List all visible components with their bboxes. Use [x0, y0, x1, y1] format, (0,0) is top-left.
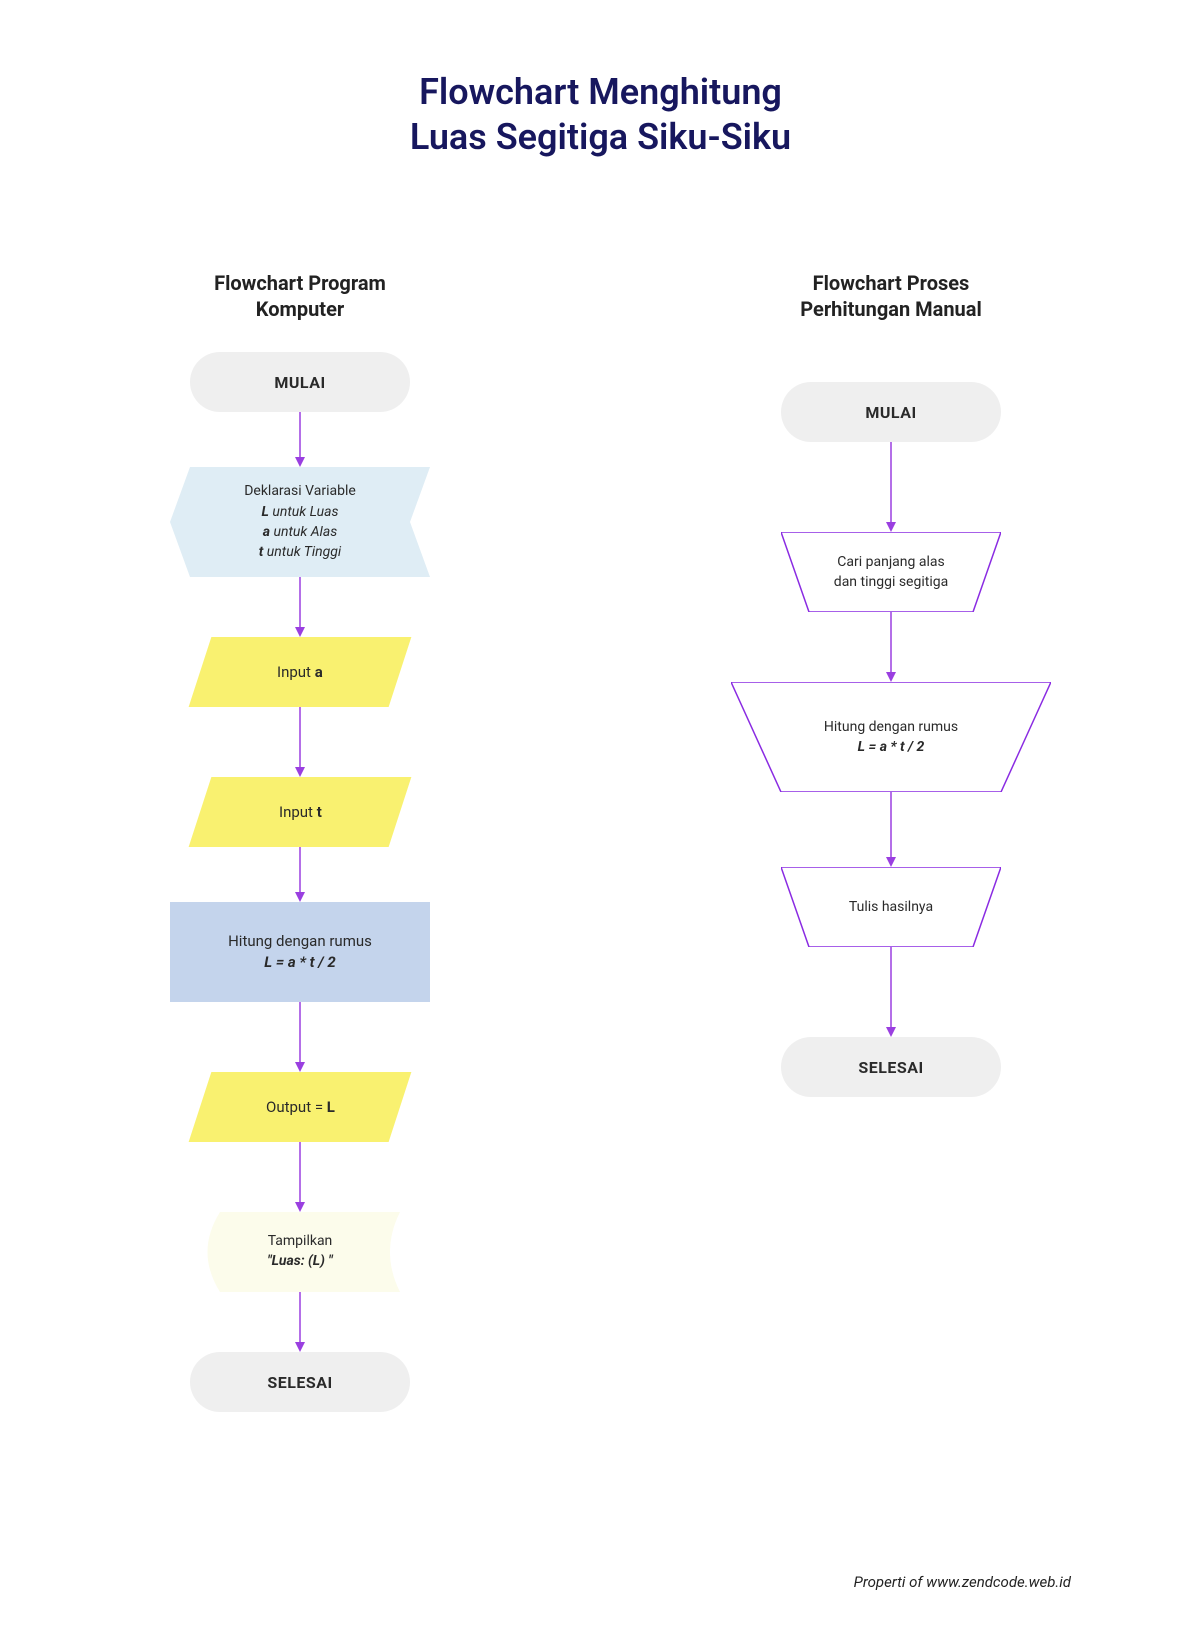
display-line2: "Luas: (L) ": [267, 1252, 332, 1272]
compute-node: Hitung dengan rumus L = a * t / 2: [170, 902, 430, 1002]
step3-text: Tulis hasilnya: [781, 867, 1001, 947]
left-heading-line1: Flowchart Program: [214, 271, 386, 295]
right-column: Flowchart Proses Perhitungan Manual MULA…: [721, 270, 1061, 1412]
input-a-node: Input a: [189, 637, 412, 707]
display-text: Tampilkan "Luas: (L) ": [200, 1212, 400, 1292]
compute-line1: Hitung dengan rumus: [228, 931, 372, 952]
step3-node: Tulis hasilnya: [781, 867, 1001, 947]
right-heading-line2: Perhitungan Manual: [800, 297, 982, 321]
start-label: MULAI: [865, 403, 916, 422]
end-node: SELESAI: [190, 1352, 410, 1412]
arrow: [884, 612, 898, 682]
step3-label: Tulis hasilnya: [849, 897, 933, 917]
input-t-text: Input t: [279, 803, 322, 821]
left-heading: Flowchart Program Komputer: [214, 270, 386, 322]
arrow: [293, 1142, 307, 1212]
input-a-text: Input a: [277, 663, 323, 681]
declare-l1: L untuk Luas: [262, 502, 339, 522]
declare-text: Deklarasi Variable L untuk Luas a untuk …: [170, 467, 430, 577]
start-node: MULAI: [781, 382, 1001, 442]
title-line-2: Luas Segitiga Siku-Siku: [410, 116, 791, 158]
end-label: SELESAI: [267, 1373, 332, 1392]
step1-node: Cari panjang alas dan tinggi segitiga: [781, 532, 1001, 612]
step1-line2: dan tinggi segitiga: [834, 572, 948, 592]
output-text: Output = L: [266, 1098, 335, 1116]
page-title: Flowchart Menghitung Luas Segitiga Siku-…: [0, 0, 1201, 160]
step2-line1: Hitung dengan rumus: [824, 717, 958, 737]
columns: Flowchart Program Komputer MULAI Deklara…: [0, 270, 1201, 1412]
title-line-1: Flowchart Menghitung: [419, 71, 782, 113]
declare-node: Deklarasi Variable L untuk Luas a untuk …: [170, 467, 430, 577]
compute-line2: L = a * t / 2: [264, 952, 335, 973]
right-heading-line1: Flowchart Proses: [813, 271, 970, 295]
arrow: [293, 1002, 307, 1072]
step2-node: Hitung dengan rumus L = a * t / 2: [731, 682, 1051, 792]
declare-l2: a untuk Alas: [263, 522, 338, 542]
flowchart-left: MULAI Deklarasi Variable L untuk Luas a …: [170, 352, 430, 1412]
declare-l3: t untuk Tinggi: [259, 542, 341, 562]
input-t-node: Input t: [189, 777, 412, 847]
output-node: Output = L: [189, 1072, 412, 1142]
arrow: [293, 412, 307, 467]
step1-line1: Cari panjang alas: [837, 552, 944, 572]
arrow: [884, 442, 898, 532]
start-label: MULAI: [274, 373, 325, 392]
display-line1: Tampilkan: [268, 1232, 333, 1252]
step2-text: Hitung dengan rumus L = a * t / 2: [731, 682, 1051, 792]
arrow: [884, 947, 898, 1037]
arrow: [293, 847, 307, 902]
right-heading: Flowchart Proses Perhitungan Manual: [800, 270, 982, 322]
end-label: SELESAI: [858, 1058, 923, 1077]
start-node: MULAI: [190, 352, 410, 412]
arrow: [293, 577, 307, 637]
arrow: [884, 792, 898, 867]
arrow: [293, 707, 307, 777]
step2-line2: L = a * t / 2: [858, 737, 925, 757]
left-heading-line2: Komputer: [256, 297, 344, 321]
left-column: Flowchart Program Komputer MULAI Deklara…: [140, 270, 460, 1412]
declare-title: Deklarasi Variable: [244, 481, 356, 501]
step1-text: Cari panjang alas dan tinggi segitiga: [781, 532, 1001, 612]
arrow: [293, 1292, 307, 1352]
display-node: Tampilkan "Luas: (L) ": [200, 1212, 400, 1292]
end-node: SELESAI: [781, 1037, 1001, 1097]
footer-credit: Properti of www.zendcode.web.id: [854, 1573, 1071, 1591]
flowchart-right: MULAI Cari panjang alas dan tinggi segit…: [731, 382, 1051, 1097]
